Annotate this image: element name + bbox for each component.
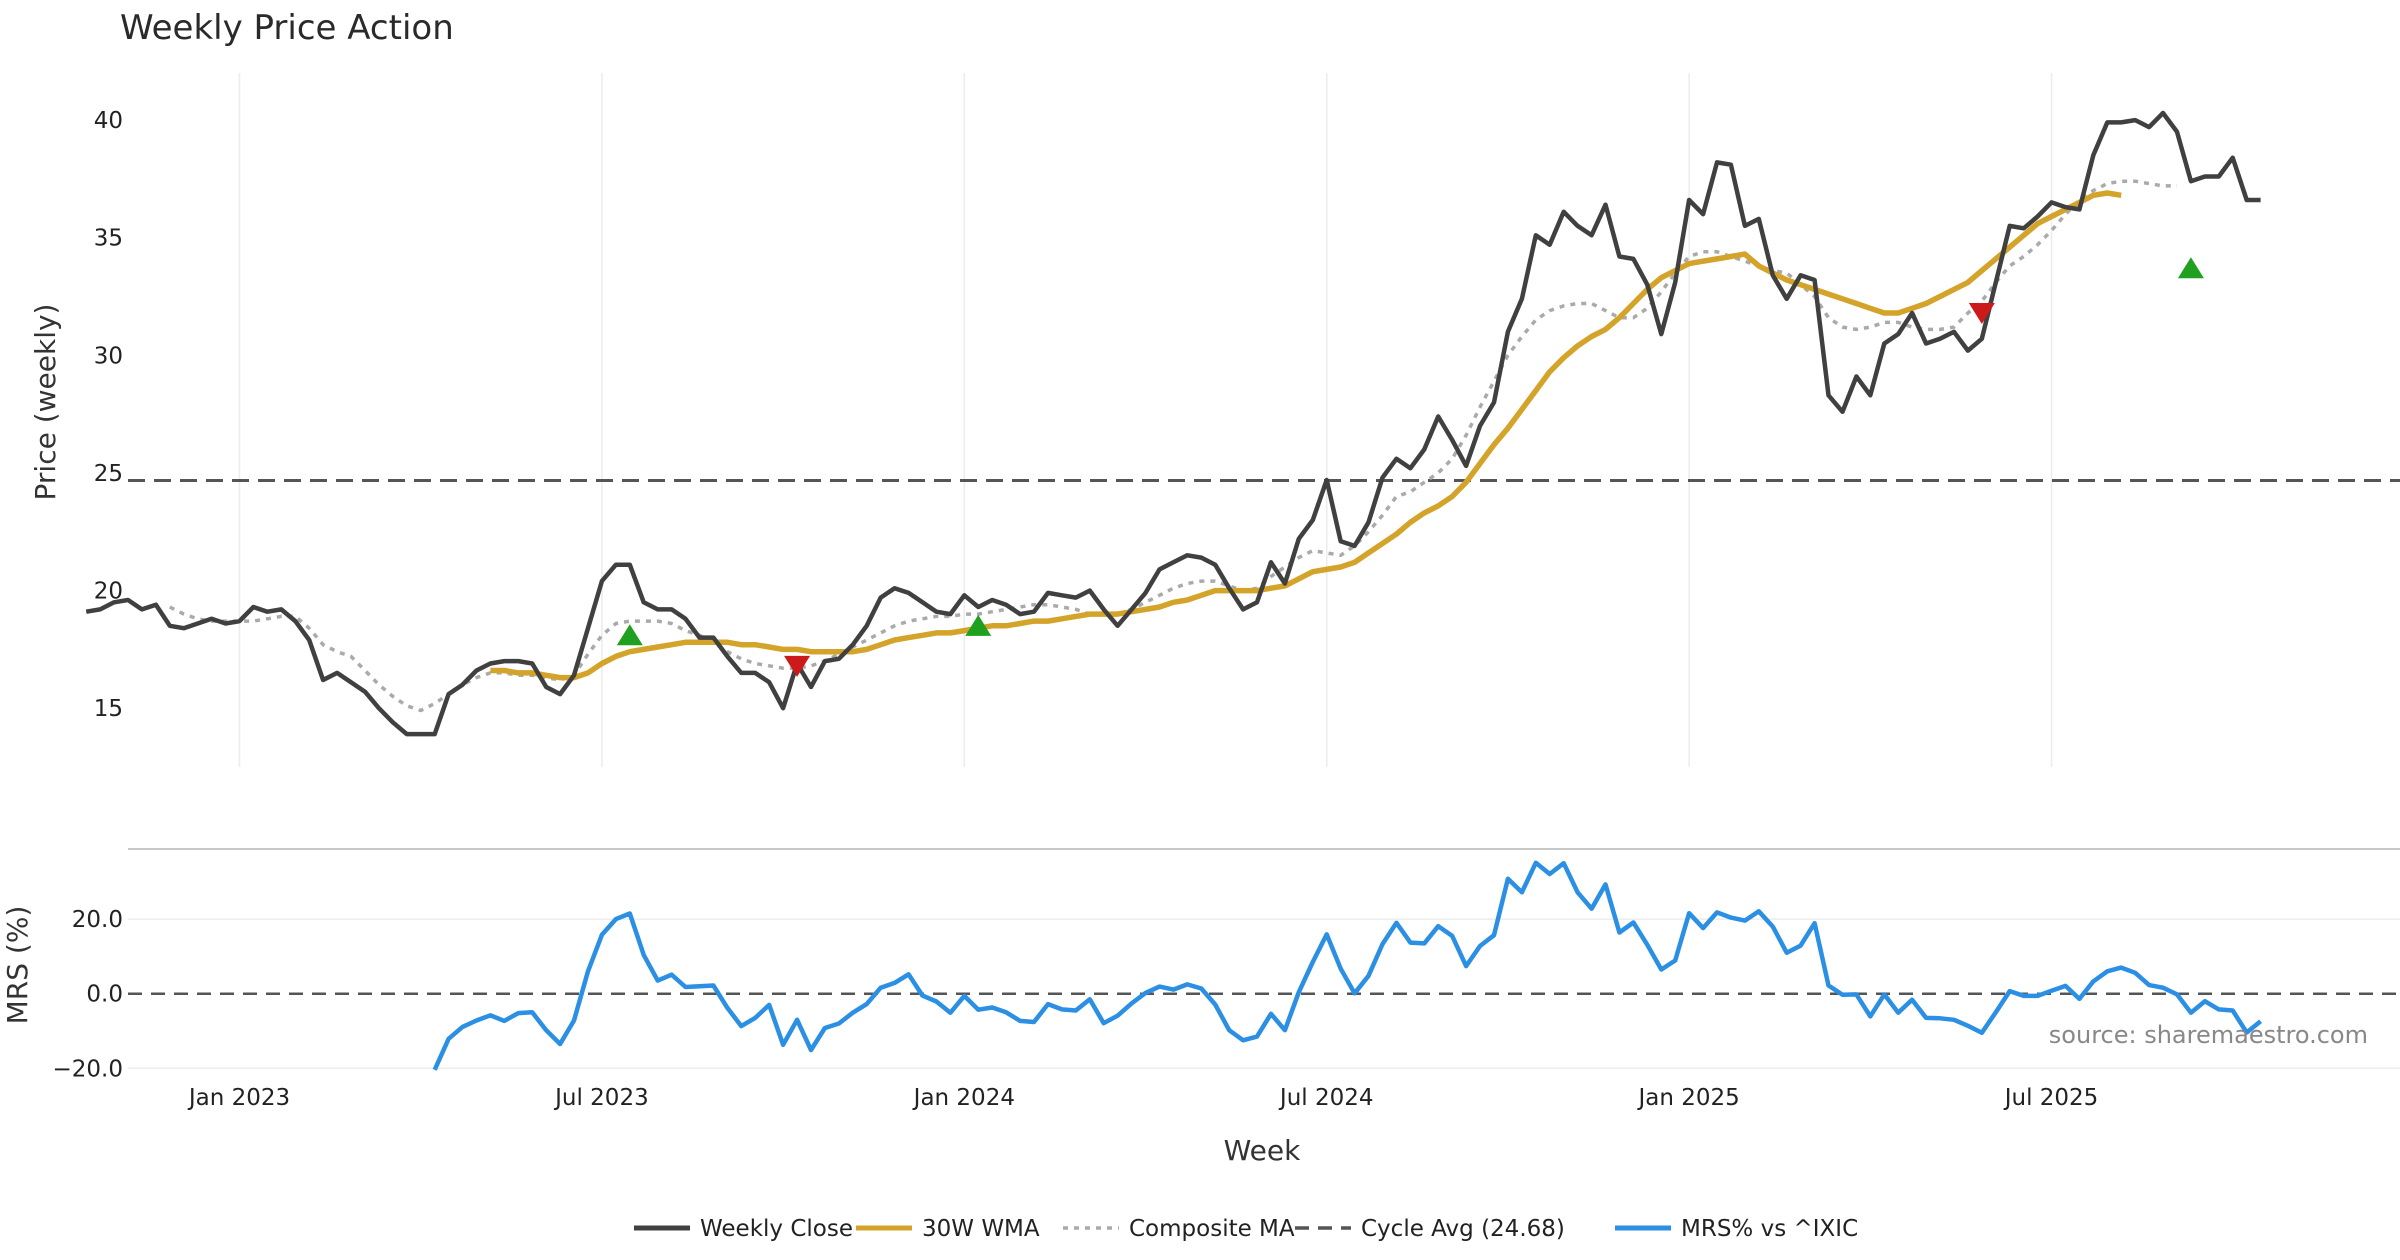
mrs-line	[432, 860, 2263, 1071]
buy-signal-marker	[2177, 257, 2204, 279]
price-y-tick-label: 15	[94, 696, 123, 722]
x-tick-label: Jan 2024	[912, 1085, 1015, 1111]
legend-label: MRS% vs ^IXIC	[1681, 1216, 1858, 1242]
sell-signal-marker	[784, 655, 811, 677]
legend-item: Composite MA	[1063, 1216, 1295, 1242]
mrs-y-tick-label: −20.0	[53, 1056, 123, 1082]
x-tick-label: Jul 2023	[553, 1085, 649, 1111]
x-axis-label: Week	[1224, 1134, 1301, 1167]
x-tick-label: Jul 2024	[1278, 1085, 1374, 1111]
legend-item: Weekly Close	[634, 1216, 853, 1242]
x-tick-label: Jan 2025	[1636, 1085, 1739, 1111]
price-y-tick-label: 40	[94, 108, 123, 134]
mrs-y-ticks: 20.0 0.0 −20.0	[53, 907, 123, 1082]
wma-30-line	[490, 190, 2122, 681]
x-tick-label: Jan 2023	[187, 1085, 290, 1111]
legend: Weekly Close 30W WMA Composite MA Cycle Avg…	[634, 1216, 1858, 1242]
legend-item: 30W WMA	[856, 1216, 1040, 1242]
legend-label: Weekly Close	[700, 1216, 853, 1242]
price-y-axis-label: Price (weekly)	[29, 304, 62, 501]
price-y-tick-label: 30	[94, 343, 123, 369]
sell-signal-marker	[1968, 302, 1995, 324]
legend-label: Cycle Avg (24.68)	[1361, 1216, 1565, 1242]
price-y-tick-label: 35	[94, 226, 123, 252]
legend-label: Composite MA	[1129, 1216, 1295, 1242]
x-ticks: Jan 2023 Jul 2023 Jan 2024 Jul 2024 Jan 2025…	[187, 1085, 2098, 1111]
x-tick-label: Jul 2025	[2003, 1085, 2099, 1111]
mrs-gridlines	[128, 918, 2400, 1070]
composite-ma-line	[169, 179, 2177, 713]
legend-item: MRS% vs ^IXIC	[1615, 1216, 1858, 1242]
mrs-panel: 20.0 0.0 −20.0 MRS (%) source: sharemaestr…	[1, 860, 2400, 1082]
signal-markers	[616, 257, 2204, 677]
source-note: source: sharemaestro.com	[2049, 1021, 2368, 1049]
buy-signal-marker	[965, 614, 992, 636]
chart-title: Weekly Price Action	[120, 8, 454, 48]
legend-item: Cycle Avg (24.68)	[1295, 1216, 1565, 1242]
weekly-close-line	[85, 110, 2261, 737]
price-y-tick-label: 25	[94, 461, 123, 487]
buy-signal-marker	[616, 624, 643, 646]
mrs-y-axis-label: MRS (%)	[1, 906, 34, 1025]
legend-label: 30W WMA	[922, 1216, 1040, 1242]
price-gridlines	[238, 73, 2053, 767]
mrs-y-tick-label: 0.0	[86, 982, 123, 1008]
mrs-y-tick-label: 20.0	[72, 907, 123, 933]
